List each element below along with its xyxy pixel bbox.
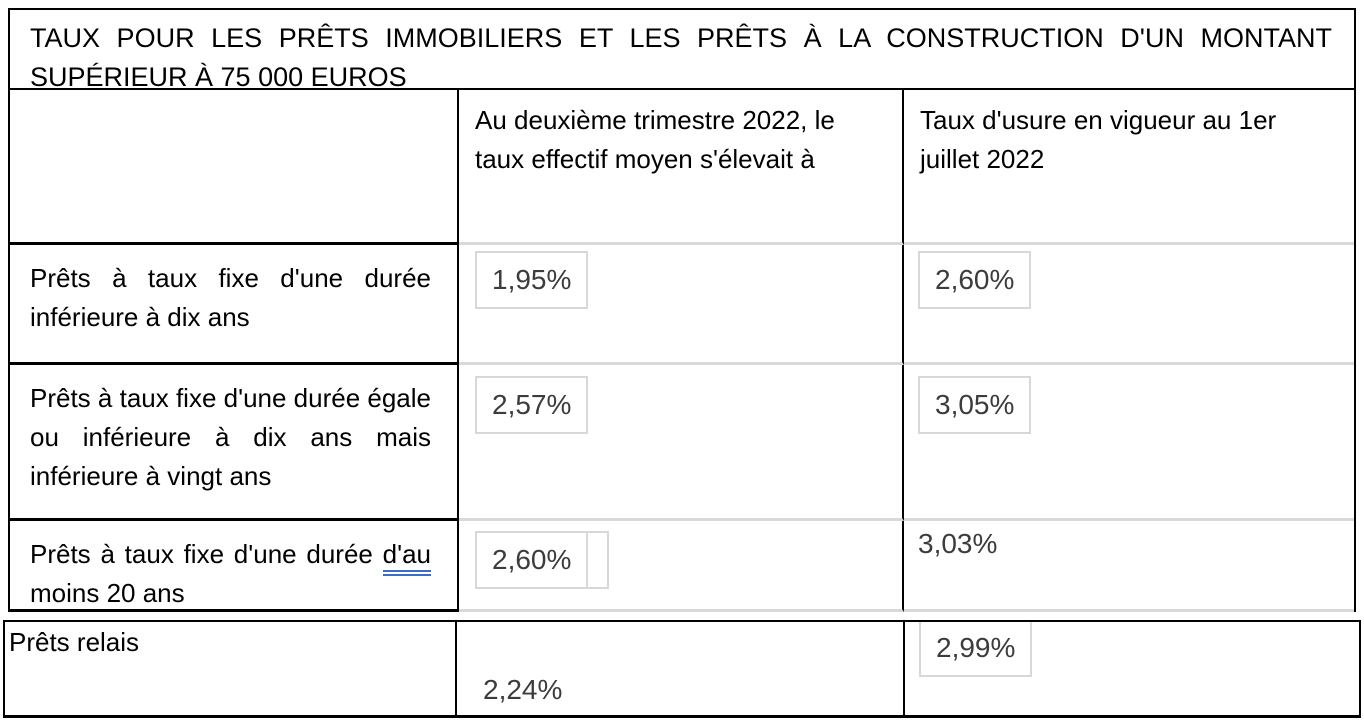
table-title: TAUX POUR LES PRÊTS IMMOBILIERS ET LES P… bbox=[10, 10, 1354, 90]
rate-field-usury-under-10y[interactable]: 2,60% bbox=[918, 251, 1032, 309]
row-label-prefix: Prêts à taux fixe d'une durée bbox=[30, 539, 373, 569]
cell-usury-rate-under-10y: 2,60% bbox=[904, 245, 1354, 365]
row-label-suffix: moins 20 ans bbox=[30, 578, 185, 608]
row-label-fixed-over-20y: Prêts à taux fixe d'une durée d'au moins… bbox=[10, 521, 459, 612]
rate-field-effective-10-to-20y[interactable]: 2,57% bbox=[475, 376, 589, 434]
cell-usury-rate-over-20y: 3,03% bbox=[904, 521, 1354, 612]
bridge-loan-table: Prêts relais 2,24% 2,99% bbox=[3, 620, 1361, 718]
rate-field-effective-over-20y[interactable]: 2,60% bbox=[475, 531, 589, 589]
cell-usury-rate-bridge: 2,99% bbox=[905, 622, 1359, 715]
cell-effective-rate-over-20y: 2,60% bbox=[459, 521, 904, 612]
cell-effective-rate-bridge: 2,24% bbox=[457, 622, 905, 715]
rate-field-effective-under-10y[interactable]: 1,95% bbox=[475, 251, 589, 309]
row-label-fixed-under-10y: Prêts à taux fixe d'une durée inférieure… bbox=[10, 245, 459, 365]
rate-text-usury-over-20y: 3,03% bbox=[918, 528, 998, 559]
cell-usury-rate-10-to-20y: 3,05% bbox=[904, 365, 1354, 521]
grammar-checked-word: d'au bbox=[382, 539, 431, 576]
empty-field[interactable] bbox=[586, 531, 610, 589]
row-label-fixed-10-to-20y: Prêts à taux fixe d'une durée égale ou i… bbox=[10, 365, 459, 521]
cell-effective-rate-10-to-20y: 2,57% bbox=[459, 365, 904, 521]
rate-field-usury-10-to-20y[interactable]: 3,05% bbox=[918, 376, 1032, 434]
cell-effective-rate-under-10y: 1,95% bbox=[459, 245, 904, 365]
row-label-bridge-loans: Prêts relais bbox=[5, 622, 457, 715]
rates-table: TAUX POUR LES PRÊTS IMMOBILIERS ET LES P… bbox=[8, 8, 1356, 612]
rate-field-usury-bridge[interactable]: 2,99% bbox=[919, 622, 1033, 677]
header-empty-cell bbox=[10, 90, 459, 245]
header-effective-rate: Au deuxième trimestre 2022, le taux effe… bbox=[459, 90, 904, 245]
rate-text-effective-bridge: 2,24% bbox=[483, 674, 563, 705]
header-usury-rate: Taux d'usure en vigueur au 1er juillet 2… bbox=[904, 90, 1354, 245]
